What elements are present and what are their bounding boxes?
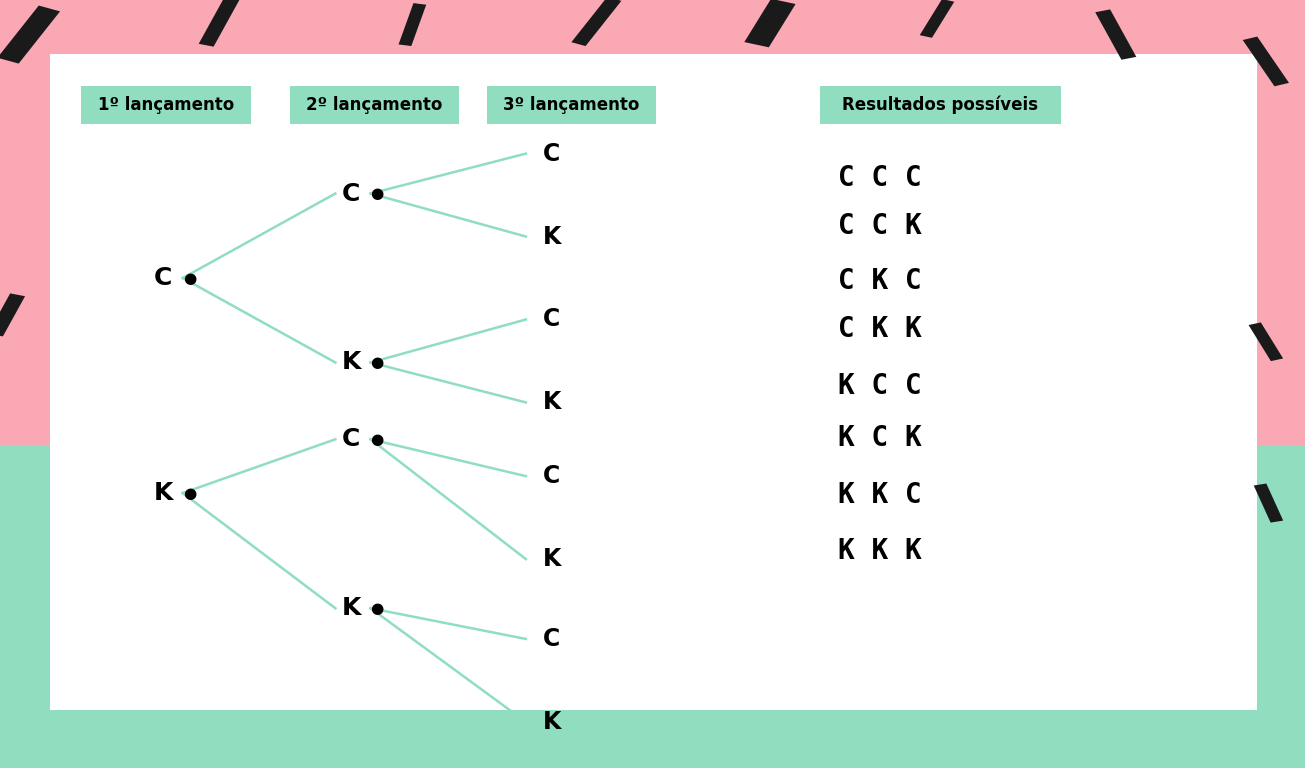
Text: K C C: K C C <box>838 372 921 399</box>
Text: K K K: K K K <box>838 538 921 565</box>
Text: K: K <box>543 224 561 249</box>
Text: K: K <box>154 481 174 505</box>
Polygon shape <box>1254 484 1283 522</box>
FancyBboxPatch shape <box>290 86 459 124</box>
Text: C: C <box>543 141 560 166</box>
Text: ●: ● <box>371 432 384 447</box>
Text: K: K <box>543 390 561 415</box>
Text: K: K <box>342 596 361 621</box>
Text: C: C <box>543 464 560 488</box>
FancyBboxPatch shape <box>81 86 251 124</box>
Polygon shape <box>398 3 427 46</box>
Text: ●: ● <box>371 355 384 370</box>
Text: C: C <box>543 307 560 332</box>
Text: C K K: C K K <box>838 315 921 343</box>
Bar <box>0 0 1305 445</box>
Text: K K C: K K C <box>838 481 921 508</box>
Text: C C C: C C C <box>838 164 921 192</box>
Polygon shape <box>0 293 25 336</box>
Polygon shape <box>1242 37 1289 86</box>
Text: C: C <box>342 427 360 452</box>
Polygon shape <box>0 5 60 64</box>
Text: K: K <box>342 350 361 375</box>
FancyBboxPatch shape <box>50 54 1257 710</box>
Polygon shape <box>920 0 954 38</box>
Text: C: C <box>342 181 360 206</box>
Text: 2º lançamento: 2º lançamento <box>307 96 442 114</box>
FancyBboxPatch shape <box>487 86 656 124</box>
Text: K: K <box>543 710 561 734</box>
Text: K C K: K C K <box>838 424 921 452</box>
Polygon shape <box>1249 323 1283 361</box>
FancyBboxPatch shape <box>820 86 1061 124</box>
Text: C: C <box>154 266 172 290</box>
Text: ●: ● <box>371 186 384 201</box>
Polygon shape <box>572 0 621 46</box>
Text: C C K: C C K <box>838 212 921 240</box>
Polygon shape <box>198 0 240 47</box>
Text: ●: ● <box>371 601 384 616</box>
Text: ●: ● <box>183 270 196 286</box>
Text: Resultados possíveis: Resultados possíveis <box>842 96 1039 114</box>
Text: C K C: C K C <box>838 267 921 295</box>
Polygon shape <box>1095 9 1137 60</box>
Text: 3º lançamento: 3º lançamento <box>504 96 639 114</box>
Text: C: C <box>543 627 560 651</box>
Text: K: K <box>543 547 561 571</box>
Polygon shape <box>744 0 796 48</box>
Text: 1º lançamento: 1º lançamento <box>98 96 234 114</box>
Bar <box>0 445 1305 768</box>
Text: ●: ● <box>183 485 196 501</box>
